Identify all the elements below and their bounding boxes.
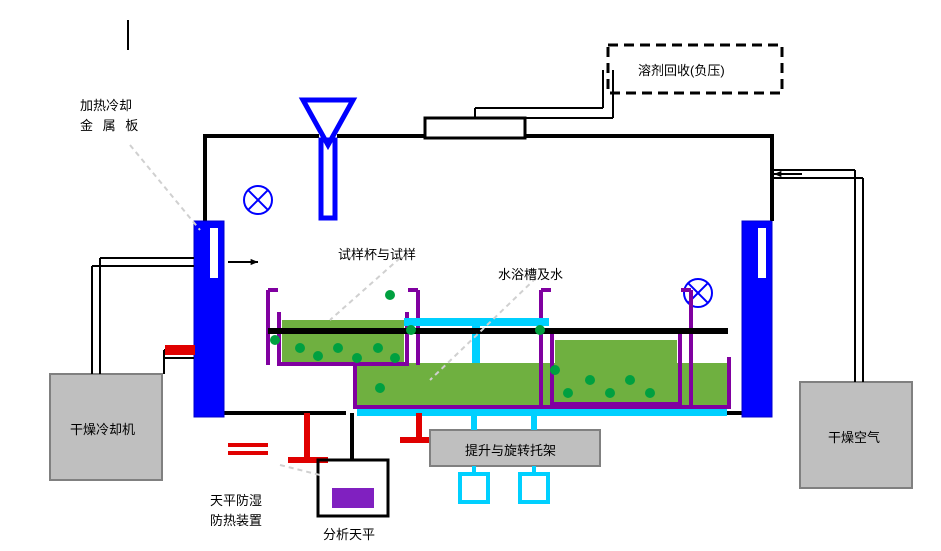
dry-air-label: 干燥空气 (828, 427, 880, 446)
dry-cooler-label: 干燥冷却机 (70, 419, 135, 438)
heating-cooling-label: 加热冷却 (80, 95, 132, 114)
water-bath-label: 水浴槽及水 (498, 264, 563, 283)
solvent-recovery-label: 溶剂回收(负压) (638, 60, 725, 79)
fan-left-icon (244, 186, 272, 214)
balance-inner (332, 488, 374, 508)
top-vent (425, 118, 525, 138)
balance-shield2-label: 防热装置 (210, 510, 262, 529)
cyan-base-strip (357, 408, 727, 416)
heating-cooling-panel-right (742, 221, 772, 417)
lift-rotate-label: 提升与旋转托架 (465, 440, 556, 459)
analytical-balance-box (318, 460, 388, 516)
heating-cooling-panel-left (194, 221, 224, 417)
support-bar (268, 328, 728, 334)
metal-plate-label: 金 属 板 (80, 115, 141, 134)
analytical-balance-label: 分析天平 (323, 524, 375, 543)
fan-right-icon (684, 279, 712, 307)
sample-cup-label: 试样杯与试样 (338, 244, 416, 263)
water-bath (357, 363, 727, 405)
balance-shield-label: 天平防湿 (210, 490, 262, 509)
funnel-icon (303, 100, 353, 145)
